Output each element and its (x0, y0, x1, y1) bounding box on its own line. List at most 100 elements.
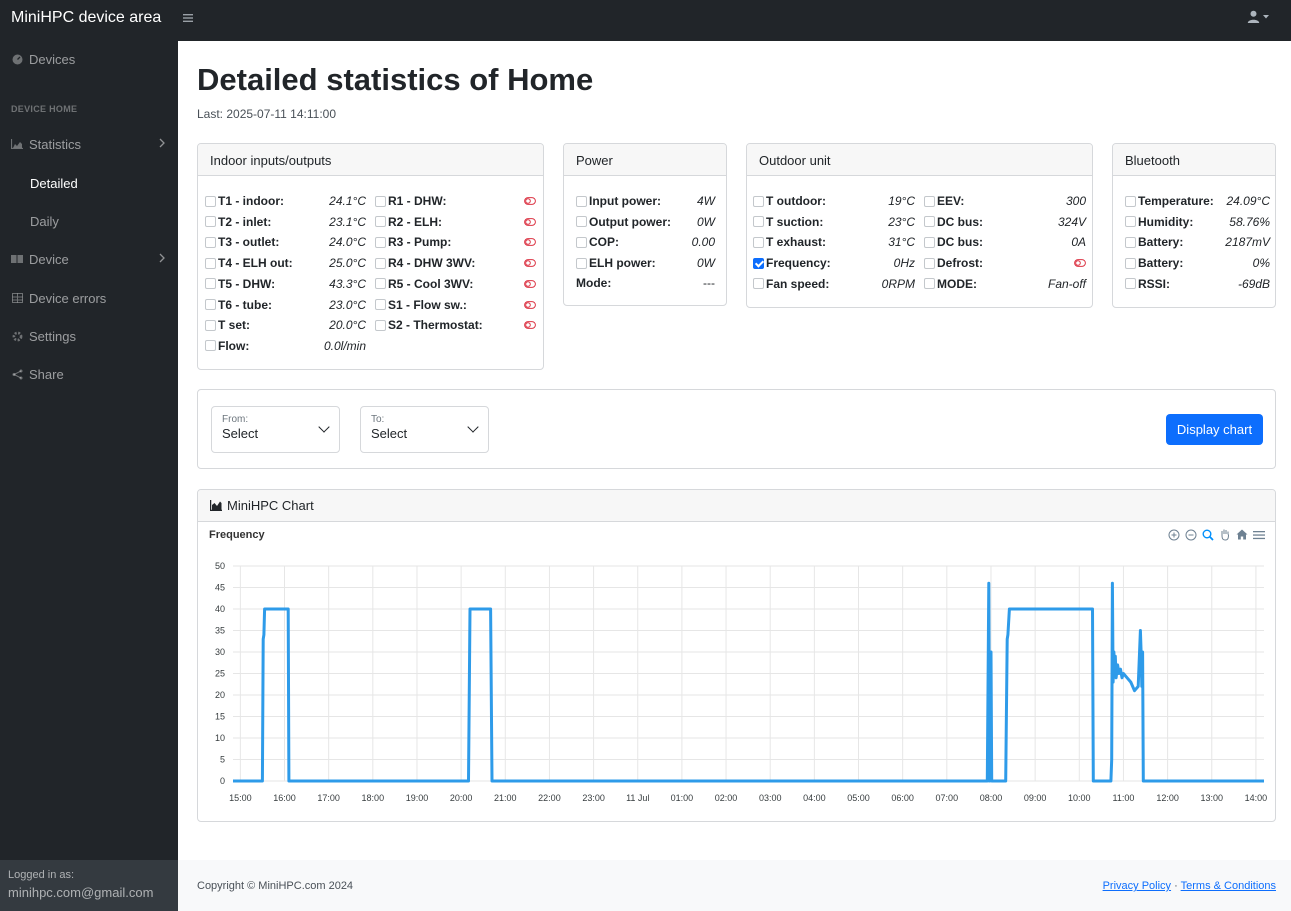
sidebar-item-share[interactable]: Share (0, 362, 178, 386)
outdoor-left-1-checkbox[interactable] (753, 195, 764, 207)
sidebar-footer: Logged in as: minihpc.com@gmail.com (0, 860, 178, 911)
y-tick-label: 45 (215, 583, 225, 593)
power-3-row: COP: 0.00 (576, 234, 715, 250)
bluetooth-5-checkbox[interactable] (1125, 278, 1136, 290)
sidebar-item-device[interactable]: Device (0, 247, 178, 271)
indoor-right-7-checkbox[interactable] (375, 319, 386, 331)
x-tick-label: 23:00 (582, 793, 605, 803)
indoor-left-2-checkbox[interactable] (205, 216, 216, 228)
sidebar-item-device-errors[interactable]: Device errors (0, 286, 178, 310)
sidebar-item-settings[interactable]: Settings (0, 324, 178, 348)
main-content: Detailed statistics of Home Last: 2025-0… (178, 41, 1291, 911)
x-tick-label: 15:00 (229, 793, 252, 803)
bluetooth-5-value: -69dB (1237, 276, 1270, 291)
outdoor-right-3-row: DC bus: 0A (924, 234, 1086, 250)
indoor-right-6-row: S1 - Flow sw.: (375, 297, 536, 313)
y-tick-label: 20 (215, 690, 225, 700)
sidebar-item-devices[interactable]: Devices (0, 47, 178, 71)
selection-zoom-icon[interactable] (1201, 528, 1214, 541)
indoor-right-1-checkbox[interactable] (375, 195, 386, 207)
power-1-row: Input power: 4W (576, 193, 715, 209)
x-tick-label: 18:00 (362, 793, 385, 803)
indoor-right-3-checkbox[interactable] (375, 236, 386, 248)
sidebar-subitem-daily[interactable]: Daily (30, 214, 59, 229)
pan-hand-icon[interactable] (1218, 528, 1231, 541)
outdoor-right-4-checkbox[interactable] (924, 257, 935, 269)
sidebar-subitem-detailed[interactable]: Detailed (30, 176, 78, 191)
menu-icon[interactable] (1252, 528, 1265, 541)
terms-link[interactable]: Terms & Conditions (1180, 880, 1276, 892)
indoor-left-6-row: T6 - tube: 23.0°C (205, 297, 366, 313)
x-tick-label: 05:00 (847, 793, 870, 803)
indoor-left-7-row: T set: 20.0°C (205, 317, 366, 333)
frequency-chart[interactable]: 0 5 10 15 20 25 30 35 40 45 50 15:00 16:00 17:00 18:00… (198, 542, 1275, 822)
indoor-left-5-checkbox[interactable] (205, 278, 216, 290)
privacy-policy-link[interactable]: Privacy Policy (1102, 880, 1172, 892)
indoor-right-2-checkbox[interactable] (375, 216, 386, 228)
display-chart-button[interactable]: Display chart (1166, 414, 1263, 445)
indoor-left-6-checkbox[interactable] (205, 299, 216, 310)
outdoor-right-3-checkbox[interactable] (924, 236, 935, 248)
power-mode-label: Mode: (576, 276, 612, 290)
power-4-checkbox[interactable] (576, 257, 587, 269)
indoor-left-2-label: T2 - inlet: (218, 214, 272, 229)
sidebar-item-statistics[interactable]: Statistics (0, 132, 178, 156)
power-3-checkbox[interactable] (576, 236, 587, 248)
outdoor-left-3-checkbox[interactable] (753, 236, 764, 248)
sidebar-toggle-icon[interactable] (183, 11, 196, 25)
outdoor-left-4-checkbox[interactable] (753, 257, 764, 269)
x-tick-label: 20:00 (450, 793, 473, 803)
bluetooth-4-checkbox[interactable] (1125, 257, 1136, 269)
from-select[interactable]: From: Select (211, 406, 340, 453)
zoom-in-icon[interactable] (1167, 528, 1180, 541)
bluetooth-2-value: 58.76% (1229, 214, 1270, 229)
indoor-right-5-checkbox[interactable] (375, 278, 386, 290)
bluetooth-2-checkbox[interactable] (1125, 216, 1136, 228)
indoor-left-3-checkbox[interactable] (205, 236, 216, 248)
sidebar-item-label: Share (29, 366, 64, 382)
outdoor-right-1-checkbox[interactable] (924, 195, 935, 207)
power-mode-value: --- (703, 276, 715, 290)
indoor-left-7-checkbox[interactable] (205, 319, 216, 331)
power-1-checkbox[interactable] (576, 195, 587, 207)
outdoor-right-5-checkbox[interactable] (924, 278, 935, 290)
y-tick-label: 0 (220, 776, 225, 786)
user-menu[interactable] (1247, 10, 1269, 23)
power-2-checkbox[interactable] (576, 216, 587, 228)
outdoor-right-4-row: Defrost: (924, 255, 1086, 271)
bluetooth-3-label: Battery: (1138, 235, 1184, 250)
bluetooth-1-checkbox[interactable] (1125, 195, 1136, 207)
outdoor-left-1-row: T outdoor: 19°C (753, 193, 915, 209)
bluetooth-5-label: RSSI: (1138, 276, 1171, 291)
toggle-off-icon (524, 217, 536, 226)
outdoor-right-2-checkbox[interactable] (924, 216, 935, 228)
indoor-card: Indoor inputs/outputs T1 - indoor: 24.1°C… (197, 143, 544, 370)
toggle-off-icon (524, 279, 536, 288)
indoor-card-title: Indoor inputs/outputs (198, 144, 543, 176)
outdoor-left-3-row: T exhaust: 31°C (753, 234, 915, 250)
indoor-left-5-row: T5 - DHW: 43.3°C (205, 276, 366, 292)
home-reset-icon[interactable] (1235, 528, 1248, 541)
indoor-left-1-checkbox[interactable] (205, 195, 216, 207)
outdoor-left-5-checkbox[interactable] (753, 278, 764, 290)
to-select[interactable]: To: Select (360, 406, 489, 453)
indoor-right-4-checkbox[interactable] (375, 257, 386, 269)
toggle-off-icon (524, 300, 536, 309)
indoor-left-4-checkbox[interactable] (205, 257, 216, 269)
indoor-left-6-value: 23.0°C (329, 297, 366, 312)
outdoor-left-2-checkbox[interactable] (753, 216, 764, 228)
outdoor-right-1-label: EEV: (937, 194, 965, 208)
zoom-out-icon[interactable] (1184, 528, 1197, 541)
chart-card-title: MiniHPC Chart (227, 498, 314, 513)
indoor-right-3-label: R3 - Pump: (388, 235, 452, 250)
indoor-left-8-checkbox[interactable] (205, 340, 216, 352)
chart-card-header: MiniHPC Chart (198, 490, 1275, 522)
x-tick-label: 02:00 (715, 793, 738, 803)
sidebar: Devices DEVICE HOME Statistics Detailed … (0, 41, 178, 911)
page-title: Detailed statistics of Home (197, 62, 594, 97)
indoor-left-5-label: T5 - DHW: (218, 276, 276, 291)
to-select-value: Select (371, 426, 408, 441)
brand-title[interactable]: MiniHPC device area (11, 9, 162, 26)
bluetooth-3-checkbox[interactable] (1125, 236, 1136, 248)
indoor-right-6-checkbox[interactable] (375, 299, 386, 310)
